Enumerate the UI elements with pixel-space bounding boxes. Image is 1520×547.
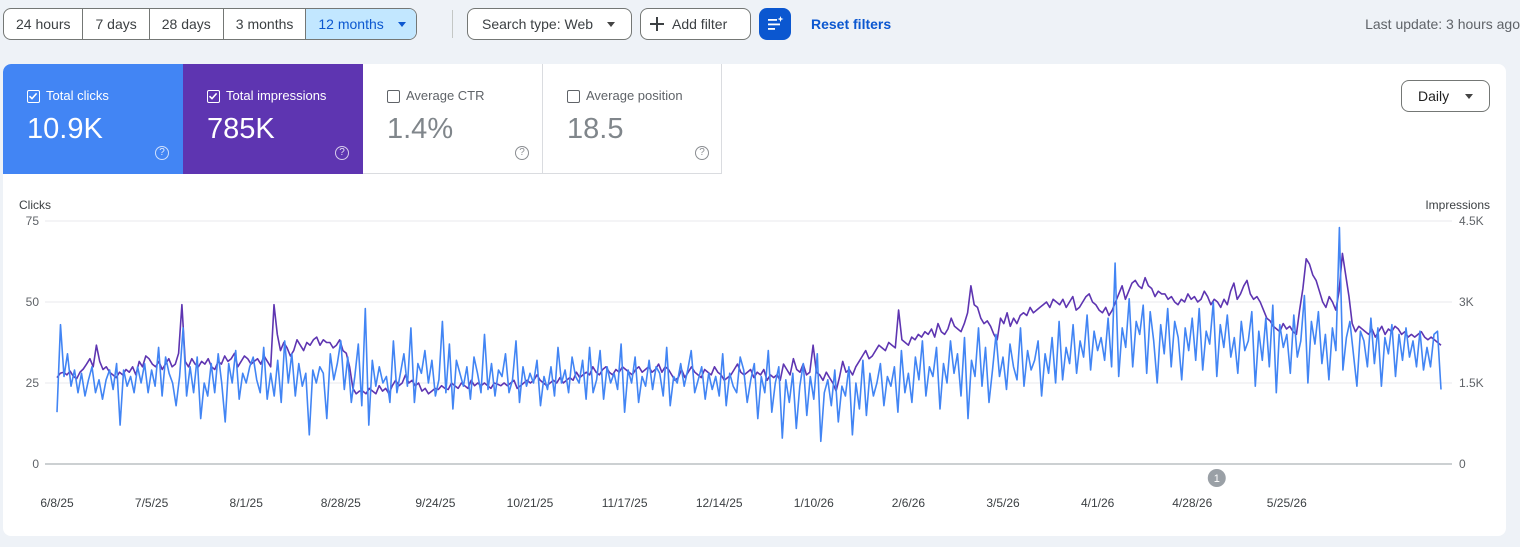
- x-tick-label: 7/5/25: [135, 496, 169, 510]
- range-12-months-label: 12 months: [318, 16, 384, 32]
- chevron-down-icon: [397, 21, 406, 27]
- plus-icon: [650, 17, 664, 31]
- chevron-down-icon: [1465, 93, 1474, 99]
- x-tick-label: 10/21/25: [507, 496, 554, 510]
- metric-total-impressions[interactable]: Total impressions 785K ?: [183, 64, 363, 174]
- series-line-clicks: [56, 226, 1442, 443]
- x-tick-label: 4/1/26: [1081, 496, 1115, 510]
- x-tick-label: 8/1/25: [230, 496, 264, 510]
- metric-average-ctr[interactable]: Average CTR 1.4% ?: [363, 64, 543, 174]
- chart-gridlines: [45, 220, 1452, 465]
- add-filter-button[interactable]: Add filter: [640, 8, 751, 40]
- checkbox-unchecked-icon[interactable]: [567, 90, 580, 103]
- help-icon[interactable]: ?: [515, 146, 529, 160]
- x-tick-label: 2/6/26: [892, 496, 926, 510]
- y-left-tick-label: 75: [26, 214, 40, 228]
- chart-annotation: 1: [1207, 469, 1226, 487]
- x-axis-ticks: 6/8/25 7/5/25 8/1/25 8/28/25 9/24/25 10/21/25…: [40, 496, 1307, 510]
- metric-value: 785K: [207, 113, 275, 145]
- metric-average-position[interactable]: Average position 18.5 ?: [543, 64, 722, 174]
- x-tick-label: 6/8/25: [40, 496, 74, 510]
- chevron-down-icon: [607, 21, 616, 27]
- metric-value: 18.5: [567, 113, 624, 145]
- metric-total-clicks[interactable]: Total clicks 10.9K ?: [3, 64, 183, 174]
- x-tick-label: 11/17/25: [602, 496, 648, 510]
- performance-card: Total clicks 10.9K ? Total impressions 7…: [3, 64, 1506, 536]
- search-type-label: Search type: Web: [482, 16, 594, 32]
- y-left-tick-label: 25: [26, 376, 40, 390]
- x-tick-label: 3/5/26: [986, 496, 1020, 510]
- metric-label: Average CTR: [406, 88, 485, 103]
- help-icon[interactable]: ?: [155, 146, 169, 160]
- filter-sparkle-icon: [768, 16, 784, 30]
- last-update-text: Last update: 3 hours ago: [1365, 16, 1520, 32]
- x-tick-label: 12/14/25: [696, 496, 743, 510]
- x-tick-label: 5/25/26: [1267, 496, 1307, 510]
- chart-series: [56, 226, 1442, 443]
- checkbox-unchecked-icon[interactable]: [387, 90, 400, 103]
- x-tick-label: 9/24/25: [415, 496, 455, 510]
- range-3-months[interactable]: 3 months: [224, 9, 307, 39]
- reset-filters-link[interactable]: Reset filters: [811, 16, 892, 32]
- annotation-marker: [1207, 469, 1226, 487]
- range-12-months[interactable]: 12 months: [306, 9, 416, 39]
- x-tick-label: 8/28/25: [321, 496, 361, 510]
- toolbar-divider: [452, 10, 453, 38]
- granularity-label: Daily: [1418, 88, 1450, 104]
- performance-chart: Clicks Impressions 75 4.5K 50 3K 25 1.5K 0 0 6/…: [19, 198, 1490, 510]
- x-tick-label: 4/28/26: [1172, 496, 1212, 510]
- range-24-hours[interactable]: 24 hours: [4, 9, 84, 39]
- metric-label: Total clicks: [46, 88, 109, 103]
- y-left-tick-label: 0: [32, 457, 39, 471]
- series-line-impressions: [56, 252, 1442, 395]
- metric-label: Average position: [586, 88, 683, 103]
- add-filter-label: Add filter: [672, 16, 728, 32]
- x-tick-label: 1/10/26: [794, 496, 834, 510]
- y-axis-label-impressions: Impressions: [1425, 198, 1490, 212]
- checkbox-checked-icon[interactable]: [207, 90, 220, 103]
- y-axis-ticks: 75 4.5K 50 3K 25 1.5K 0 0: [26, 214, 1484, 471]
- metric-value: 10.9K: [27, 113, 103, 145]
- y-right-tick-label: 4.5K: [1459, 214, 1484, 228]
- help-icon[interactable]: ?: [695, 146, 709, 160]
- annotation-label: 1: [1214, 473, 1220, 485]
- filter-options-button[interactable]: [759, 8, 791, 40]
- metric-value: 1.4%: [387, 113, 454, 145]
- y-right-tick-label: 3K: [1459, 295, 1474, 309]
- date-range-selector: 24 hours 7 days 28 days 3 months 12 mont…: [3, 8, 417, 40]
- help-icon[interactable]: ?: [335, 146, 349, 160]
- range-7-days[interactable]: 7 days: [83, 9, 150, 39]
- metric-label: Total impressions: [226, 88, 327, 103]
- range-28-days[interactable]: 28 days: [150, 9, 224, 39]
- checkbox-checked-icon[interactable]: [27, 90, 40, 103]
- y-right-tick-label: 1.5K: [1459, 376, 1484, 390]
- y-axis-label-clicks: Clicks: [19, 198, 51, 212]
- granularity-dropdown[interactable]: Daily: [1401, 80, 1490, 112]
- search-type-dropdown[interactable]: Search type: Web: [467, 8, 632, 40]
- y-right-tick-label: 0: [1459, 457, 1466, 471]
- y-left-tick-label: 50: [26, 295, 40, 309]
